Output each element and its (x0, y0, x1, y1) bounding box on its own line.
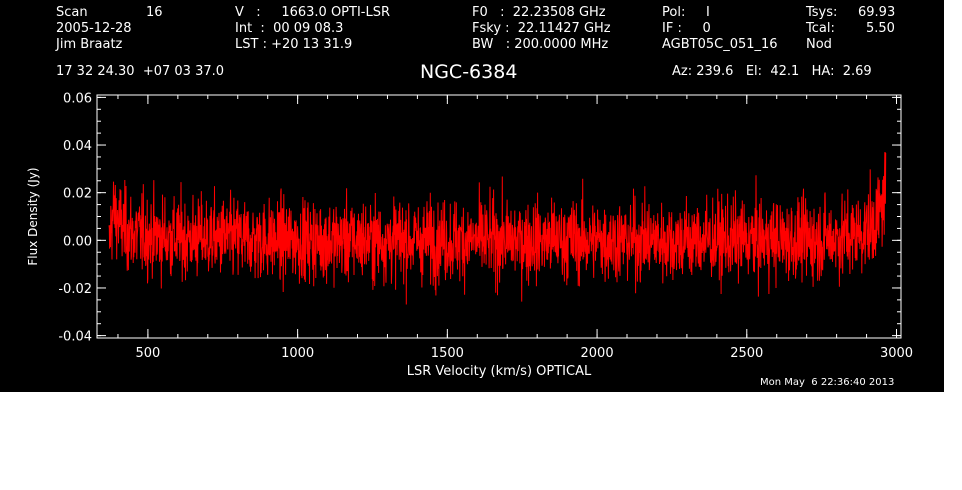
spectrum-chart: -0.04 -0.02 0.00 0.02 0.04 0.06 500 1000 1500 20… (26, 91, 913, 379)
tcal-label: Tcal: (806, 21, 835, 36)
y-tick-label: 0.04 (63, 139, 92, 154)
y-axis: -0.04 -0.02 0.00 0.02 0.04 0.06 (58, 91, 901, 345)
y-axis-label: Flux Density (Jy) (26, 167, 40, 265)
x-axis-label: LSR Velocity (km/s) OPTICAL (407, 364, 592, 379)
x-tick-label: 2000 (581, 346, 614, 361)
observer-name: Jim Braatz (56, 37, 123, 52)
nod-label: Nod (806, 37, 832, 52)
velocity-line: V : 1663.0 OPTI-LSR (235, 5, 391, 20)
pol-line: Pol: I (662, 5, 710, 20)
scan-label: Scan (56, 5, 88, 20)
y-tick-label: 0.06 (63, 91, 92, 106)
plot-panel: Scan 16 2005-12-28 Jim Braatz 17 32 24.3… (0, 0, 944, 392)
if-line: IF : 0 (662, 21, 711, 36)
source-title: NGC-6384 (420, 61, 518, 83)
spectrum-series-line (108, 151, 887, 305)
y-tick-label: -0.02 (58, 282, 92, 297)
x-tick-label: 3000 (880, 346, 913, 361)
x-tick-label: 2500 (730, 346, 763, 361)
y-tick-label: 0.00 (63, 234, 92, 249)
scan-value: 16 (146, 5, 163, 20)
x-tick-label: 1500 (431, 346, 464, 361)
bandwidth-line: BW : 200.0000 MHz (472, 37, 609, 52)
plot-timestamp: Mon May 6 22:36:40 2013 (760, 377, 895, 388)
lst-line: LST : +20 13 31.9 (235, 37, 353, 52)
obs-date: 2005-12-28 (56, 21, 132, 36)
x-tick-label: 500 (135, 346, 160, 361)
x-axis: 500 1000 1500 2000 2500 3000 (117, 95, 913, 361)
f0-line: F0 : 22.23508 GHz (472, 5, 606, 20)
integration-line: Int : 00 09 08.3 (235, 21, 344, 36)
project-line: AGBT05C_051_16 (662, 37, 778, 52)
tsys-value: 69.93 (858, 5, 896, 20)
source-coords: 17 32 24.30 +07 03 37.0 (56, 64, 225, 79)
tsys-label: Tsys: (806, 5, 838, 20)
tcal-value: 5.50 (866, 21, 895, 36)
y-tick-label: -0.04 (58, 330, 92, 345)
y-tick-label: 0.02 (63, 187, 92, 202)
az-el-ha-line: Az: 239.6 El: 42.1 HA: 2.69 (672, 64, 872, 79)
fsky-line: Fsky : 22.11427 GHz (472, 21, 611, 36)
x-tick-label: 1000 (281, 346, 314, 361)
